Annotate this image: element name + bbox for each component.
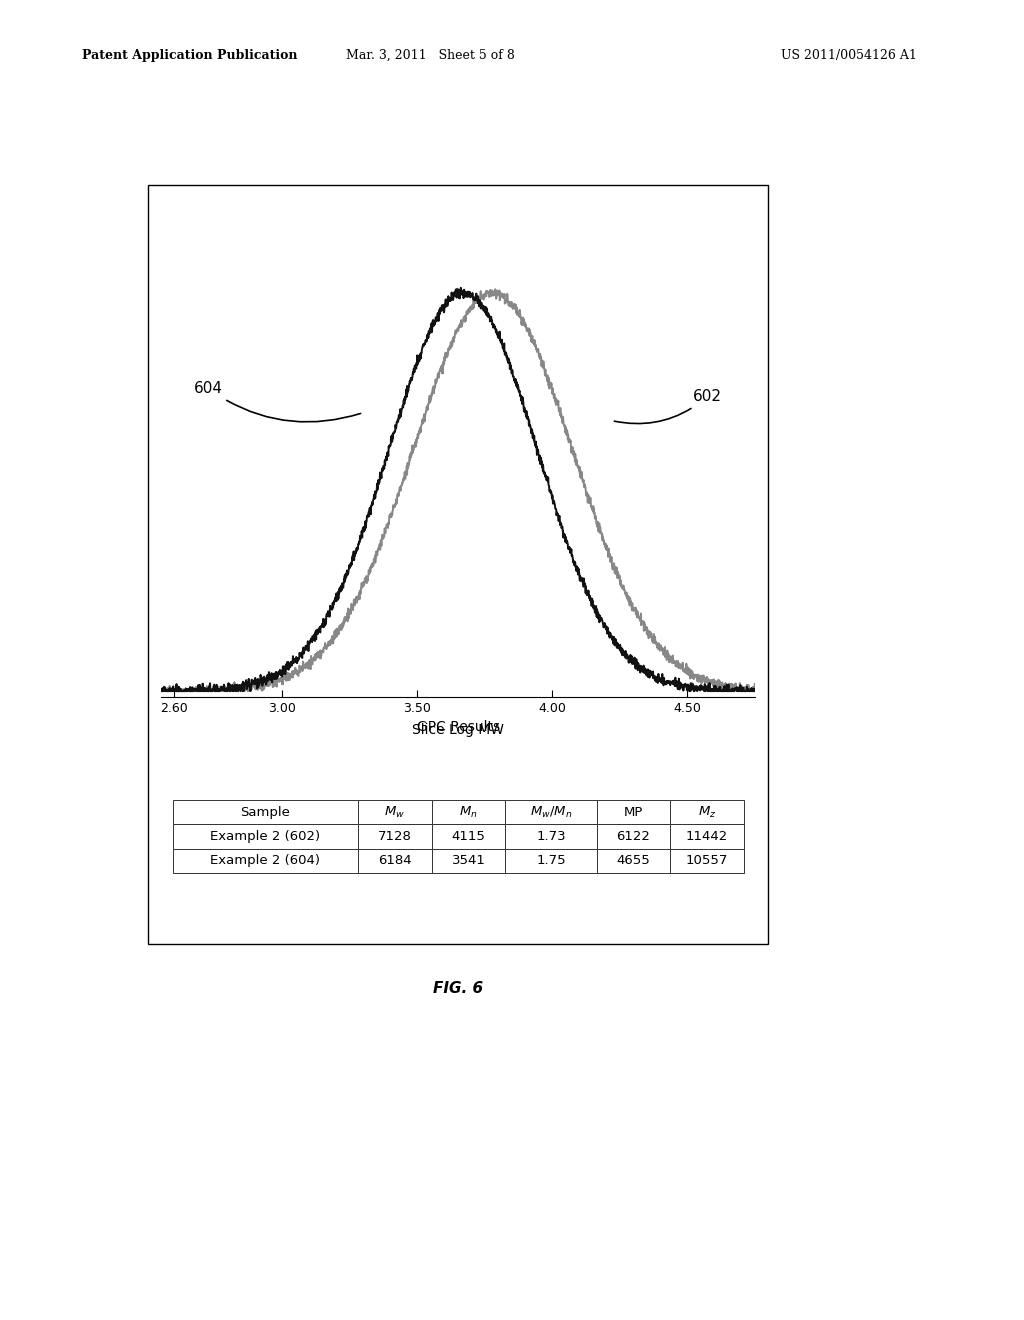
X-axis label: Slice Log MW: Slice Log MW — [412, 723, 504, 738]
Text: GPC Results: GPC Results — [417, 719, 500, 734]
Text: US 2011/0054126 A1: US 2011/0054126 A1 — [780, 49, 916, 62]
Text: Patent Application Publication: Patent Application Publication — [82, 49, 297, 62]
Text: 604: 604 — [194, 381, 360, 422]
Text: FIG. 6: FIG. 6 — [433, 981, 483, 995]
Text: 602: 602 — [614, 389, 722, 424]
Text: Mar. 3, 2011   Sheet 5 of 8: Mar. 3, 2011 Sheet 5 of 8 — [346, 49, 514, 62]
